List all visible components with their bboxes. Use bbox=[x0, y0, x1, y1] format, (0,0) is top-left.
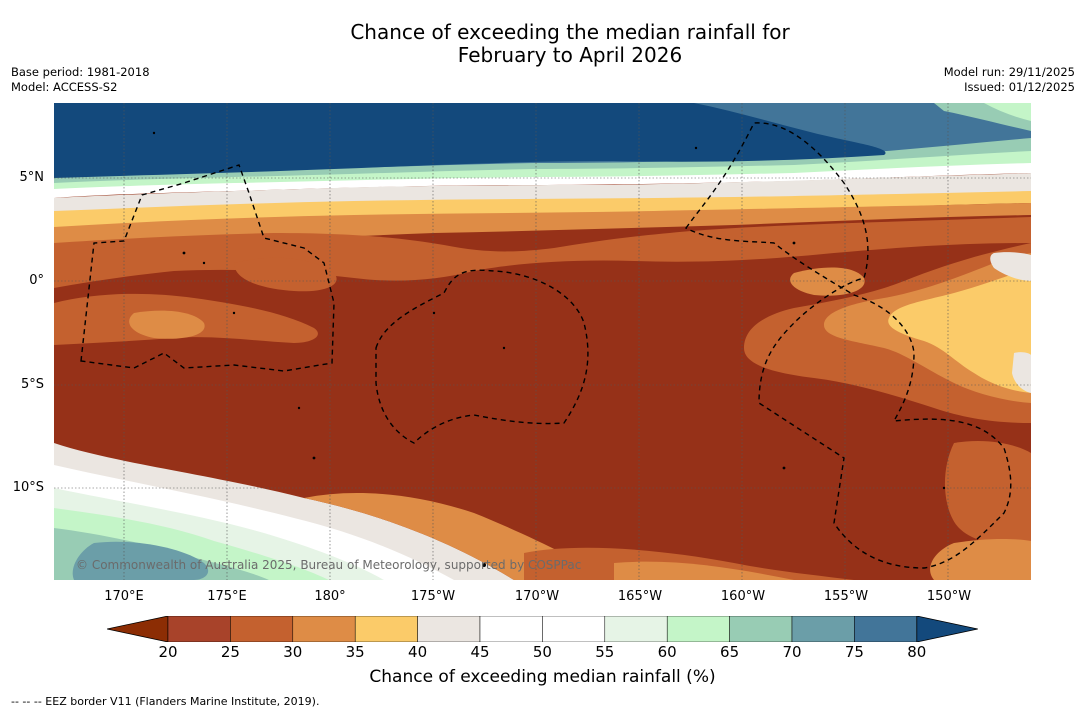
lat-label-5s: 5°S bbox=[20, 377, 44, 392]
lon-label-165w: 165°W bbox=[617, 589, 663, 604]
island bbox=[942, 486, 946, 490]
eez-borders bbox=[80, 122, 1012, 569]
model-run: Model run: 29/11/2025 bbox=[943, 65, 1075, 79]
colorbar-tick-label: 45 bbox=[470, 643, 490, 661]
meta-left: Base period: 1981-2018 Model: ACCESS-S2 bbox=[11, 65, 150, 95]
lon-label-160w: 160°W bbox=[720, 589, 766, 604]
lat-label-5n: 5°N bbox=[19, 170, 45, 185]
island bbox=[232, 311, 236, 315]
lon-label-180: 180° bbox=[314, 589, 346, 604]
colorbar-arrow-low bbox=[107, 616, 169, 642]
colorbar-cell bbox=[729, 616, 793, 642]
eez-line-islands bbox=[684, 122, 1012, 569]
south-light-band bbox=[614, 561, 794, 580]
graticule bbox=[54, 103, 1031, 580]
north-dark-blue bbox=[54, 103, 886, 178]
ne-green-patch bbox=[984, 103, 1031, 121]
colorbar-tick-label: 60 bbox=[657, 643, 677, 661]
map-canvas bbox=[54, 103, 1031, 580]
island bbox=[297, 406, 301, 410]
colorbar-tick-label: 25 bbox=[220, 643, 240, 661]
colorbar-cell bbox=[292, 616, 356, 642]
title-line-1: Chance of exceeding the median rainfall … bbox=[350, 20, 790, 44]
island bbox=[502, 346, 506, 350]
colorbar bbox=[107, 616, 978, 642]
colorbar-cells bbox=[107, 616, 978, 642]
colorbar-arrow-high bbox=[916, 616, 978, 642]
colorbar-cell bbox=[417, 616, 481, 642]
colorbar-label: Chance of exceeding median rainfall (%) bbox=[369, 667, 716, 687]
colorbar-cell bbox=[666, 616, 730, 642]
east-orange-patch bbox=[790, 267, 865, 296]
colorbar-tick-label: 50 bbox=[532, 643, 552, 661]
colorbar-cell bbox=[230, 616, 294, 642]
island bbox=[432, 311, 436, 315]
sw-dark-teal bbox=[72, 541, 209, 580]
island bbox=[202, 261, 206, 265]
colorbar-cell bbox=[791, 616, 855, 642]
issued-date: Issued: 01/12/2025 bbox=[964, 80, 1075, 94]
base-period: Base period: 1981-2018 bbox=[11, 65, 150, 79]
colorbar-tick-label: 20 bbox=[158, 643, 178, 661]
lon-label-170w: 170°W bbox=[514, 589, 560, 604]
colorbar-tick-label: 55 bbox=[595, 643, 615, 661]
lat-label-0: 0° bbox=[29, 273, 44, 288]
lon-label-175e: 175°E bbox=[207, 589, 247, 604]
colorbar-cell bbox=[854, 616, 918, 642]
island bbox=[694, 146, 698, 150]
island bbox=[792, 241, 796, 245]
colorbar-tick-label: 30 bbox=[283, 643, 303, 661]
lon-label-155w: 155°W bbox=[823, 589, 869, 604]
lat-label-10s: 10°S bbox=[12, 480, 44, 495]
colorbar-cell bbox=[354, 616, 418, 642]
meta-right: Model run: 29/11/2025 Issued: 01/12/2025 bbox=[944, 65, 1075, 95]
copyright-notice: © Commonwealth of Australia 2025, Bureau… bbox=[76, 558, 582, 572]
title-line-2: February to April 2026 bbox=[457, 43, 683, 67]
colorbar-tick-label: 75 bbox=[844, 643, 864, 661]
colorbar-cell bbox=[479, 616, 543, 642]
lon-label-170e: 170°E bbox=[104, 589, 144, 604]
colorbar-tick-label: 35 bbox=[345, 643, 365, 661]
eez-kiribati-gilbert bbox=[80, 164, 335, 372]
islands bbox=[152, 131, 946, 567]
lon-label-150w: 150°W bbox=[926, 589, 972, 604]
rainfall-map bbox=[54, 103, 1031, 580]
east-neutral-patch-2 bbox=[1012, 352, 1031, 393]
chart-title: Chance of exceeding the median rainfall … bbox=[0, 21, 1085, 67]
colorbar-cell bbox=[542, 616, 606, 642]
colorbar-tick-label: 80 bbox=[907, 643, 927, 661]
se-orange-patch bbox=[930, 538, 1031, 580]
west-mid-patch-2 bbox=[234, 257, 337, 292]
colorbar-tick-label: 70 bbox=[782, 643, 802, 661]
island bbox=[182, 251, 186, 255]
lon-label-175w: 175°W bbox=[410, 589, 456, 604]
island bbox=[312, 456, 316, 460]
north-orange-band bbox=[54, 203, 1031, 255]
colorbar-tick-label: 40 bbox=[408, 643, 428, 661]
colorbar-cell bbox=[167, 616, 231, 642]
island bbox=[782, 466, 786, 470]
colorbar-cell bbox=[604, 616, 668, 642]
east-yellow-region bbox=[888, 268, 1031, 393]
east-neutral-patch bbox=[990, 252, 1031, 281]
west-orange-patch bbox=[129, 310, 205, 339]
colorbar-tick-label: 65 bbox=[720, 643, 740, 661]
island bbox=[152, 131, 156, 135]
island bbox=[482, 563, 486, 567]
footer-eez-note: -- -- -- EEZ border V11 (Flanders Marine… bbox=[11, 695, 320, 708]
model-name: Model: ACCESS-S2 bbox=[11, 80, 118, 94]
